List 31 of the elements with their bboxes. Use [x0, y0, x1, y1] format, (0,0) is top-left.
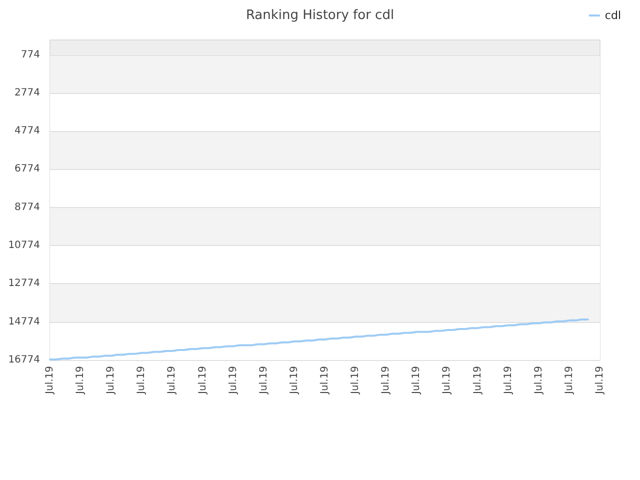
line-series	[49, 318, 589, 361]
x-tick-label: Jul.19	[442, 366, 453, 395]
x-tick-label: Jul.19	[380, 366, 392, 395]
y-tick-label: 16774	[8, 354, 40, 366]
y-tick-label: 12774	[8, 278, 40, 290]
y-tick-label: 8774	[14, 202, 40, 213]
x-tick-label: Jul.19	[166, 366, 178, 395]
y-tick-label: 4774	[14, 126, 40, 137]
x-tick-label: Jul.19	[411, 366, 422, 395]
x-tick-label: Jul.19	[533, 366, 544, 395]
y-tick-label: 774	[20, 49, 40, 60]
legend-label: cdl	[604, 9, 622, 22]
x-tick-label: Jul.19	[564, 366, 575, 395]
chart-title: Ranking History for cdl	[246, 8, 394, 23]
x-tick-label: Jul.19	[228, 366, 239, 395]
y-tick-label: 10774	[8, 240, 40, 252]
y-tick-label: 6774	[14, 164, 40, 175]
x-tick-label: Jul.19	[75, 366, 86, 395]
x-tick-label: Jul.19	[197, 366, 208, 395]
x-tick-label: Jul.19	[502, 366, 514, 395]
x-tick-label: Jul.19	[472, 366, 484, 395]
x-tick-label: Jul.19	[44, 366, 56, 395]
x-tick-label: Jul.19	[106, 366, 117, 395]
y-tick-label: 14774	[8, 316, 40, 328]
x-tick-label: Jul.19	[350, 366, 362, 395]
x-tick-label: Jul.19	[320, 366, 330, 395]
x-tick-label: Jul.19	[258, 366, 270, 395]
x-tick-label: Jul.19	[288, 366, 300, 395]
x-tick-label: Jul.19	[136, 366, 148, 395]
x-tick-label: Jul.19	[594, 366, 606, 395]
y-tick-label: 2774	[14, 87, 40, 98]
